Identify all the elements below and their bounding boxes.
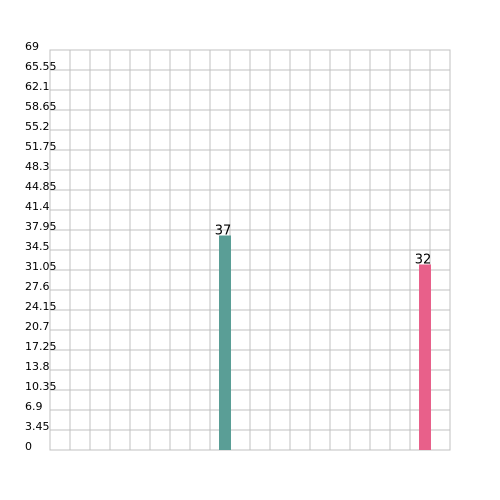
- y-tick-label: 48.3: [25, 160, 50, 173]
- bar-1: [219, 235, 231, 450]
- bar-value-label-1: 37: [215, 224, 232, 239]
- bar-value-label-2: 32: [415, 252, 432, 267]
- y-tick-label: 10.35: [25, 380, 57, 393]
- y-tick-label: 13.8: [25, 360, 50, 373]
- y-tick-label: 44.85: [25, 180, 57, 193]
- bars: [219, 235, 431, 450]
- y-tick-label: 34.5: [25, 240, 50, 253]
- y-tick-label: 62.1: [25, 80, 50, 93]
- y-tick-label: 24.15: [25, 300, 57, 313]
- y-tick-label: 0: [25, 440, 32, 453]
- y-tick-label: 65.55: [25, 60, 57, 73]
- y-tick-label: 6.9: [25, 400, 43, 413]
- y-tick-label: 51.75: [25, 140, 57, 153]
- y-tick-label: 41.4: [25, 200, 50, 213]
- y-tick-label: 17.25: [25, 340, 57, 353]
- y-tick-label: 37.95: [25, 220, 57, 233]
- horizontal-gridlines: [50, 49, 450, 451]
- y-tick-label: 27.6: [25, 280, 50, 293]
- y-tick-label: 55.2: [25, 120, 50, 133]
- y-tick-label: 58.65: [25, 100, 57, 113]
- y-tick-label: 31.05: [25, 260, 57, 273]
- y-axis-tick-labels: 0 3.45 6.9 10.35 13.8 17.25 20.7 24.15 27.6 31.05…: [25, 40, 57, 453]
- y-tick-label: 20.7: [25, 320, 50, 333]
- y-tick-label: 69: [25, 40, 39, 53]
- y-tick-label: 3.45: [25, 420, 50, 433]
- data-labels: 37 32: [215, 224, 432, 268]
- bar-2: [419, 264, 431, 450]
